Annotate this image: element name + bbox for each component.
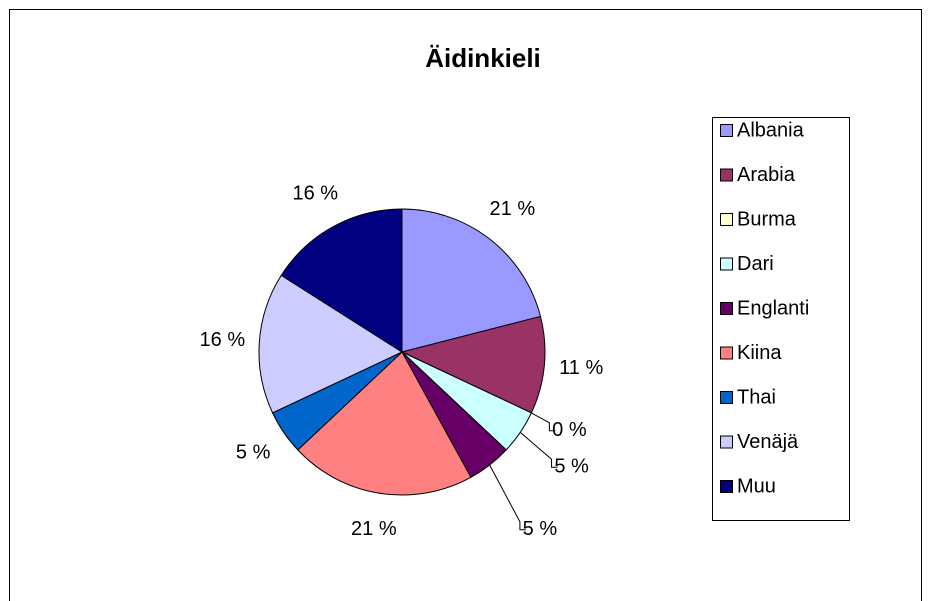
- data-label: 16 %: [292, 183, 338, 205]
- leader-line: [489, 464, 526, 531]
- legend-label: Kiina: [737, 342, 782, 364]
- legend-swatch: [720, 302, 733, 315]
- legend-swatch: [720, 480, 733, 493]
- legend-swatch: [720, 391, 733, 404]
- data-label: 0 %: [552, 419, 587, 441]
- legend-label: Venäjä: [737, 431, 799, 453]
- chart-title: Äidinkieli: [425, 43, 541, 73]
- legend-swatch: [720, 168, 733, 182]
- legend-swatch: [720, 124, 733, 137]
- leader-line: [531, 412, 556, 432]
- legend-swatch: [720, 435, 733, 449]
- data-label: 21 %: [351, 518, 397, 540]
- legend-label: Englanti: [737, 297, 809, 319]
- pie-slice: [401, 208, 542, 353]
- legend-swatch: [720, 257, 733, 271]
- legend-swatch: [720, 346, 733, 360]
- data-label: 16 %: [200, 329, 246, 351]
- legend-swatch: [720, 213, 733, 226]
- data-label: 5 %: [236, 441, 271, 463]
- legend-box: [712, 117, 850, 521]
- data-label: 5 %: [554, 456, 589, 478]
- pie-slice: [280, 208, 403, 353]
- legend-label: Muu: [737, 475, 776, 497]
- data-label: 11 %: [559, 357, 603, 379]
- pie-slice: [400, 315, 546, 414]
- legend-label: Thai: [737, 386, 776, 408]
- data-label: 5 %: [523, 518, 558, 540]
- legend-label: Burma: [737, 208, 797, 230]
- pie-slice: [297, 351, 472, 496]
- data-label: 21 %: [490, 198, 536, 220]
- legend-label: Albania: [737, 119, 805, 141]
- legend-label: Dari: [737, 253, 774, 275]
- leader-line: [519, 431, 558, 468]
- pie-slice: [258, 274, 404, 414]
- legend-label: Arabia: [737, 164, 796, 186]
